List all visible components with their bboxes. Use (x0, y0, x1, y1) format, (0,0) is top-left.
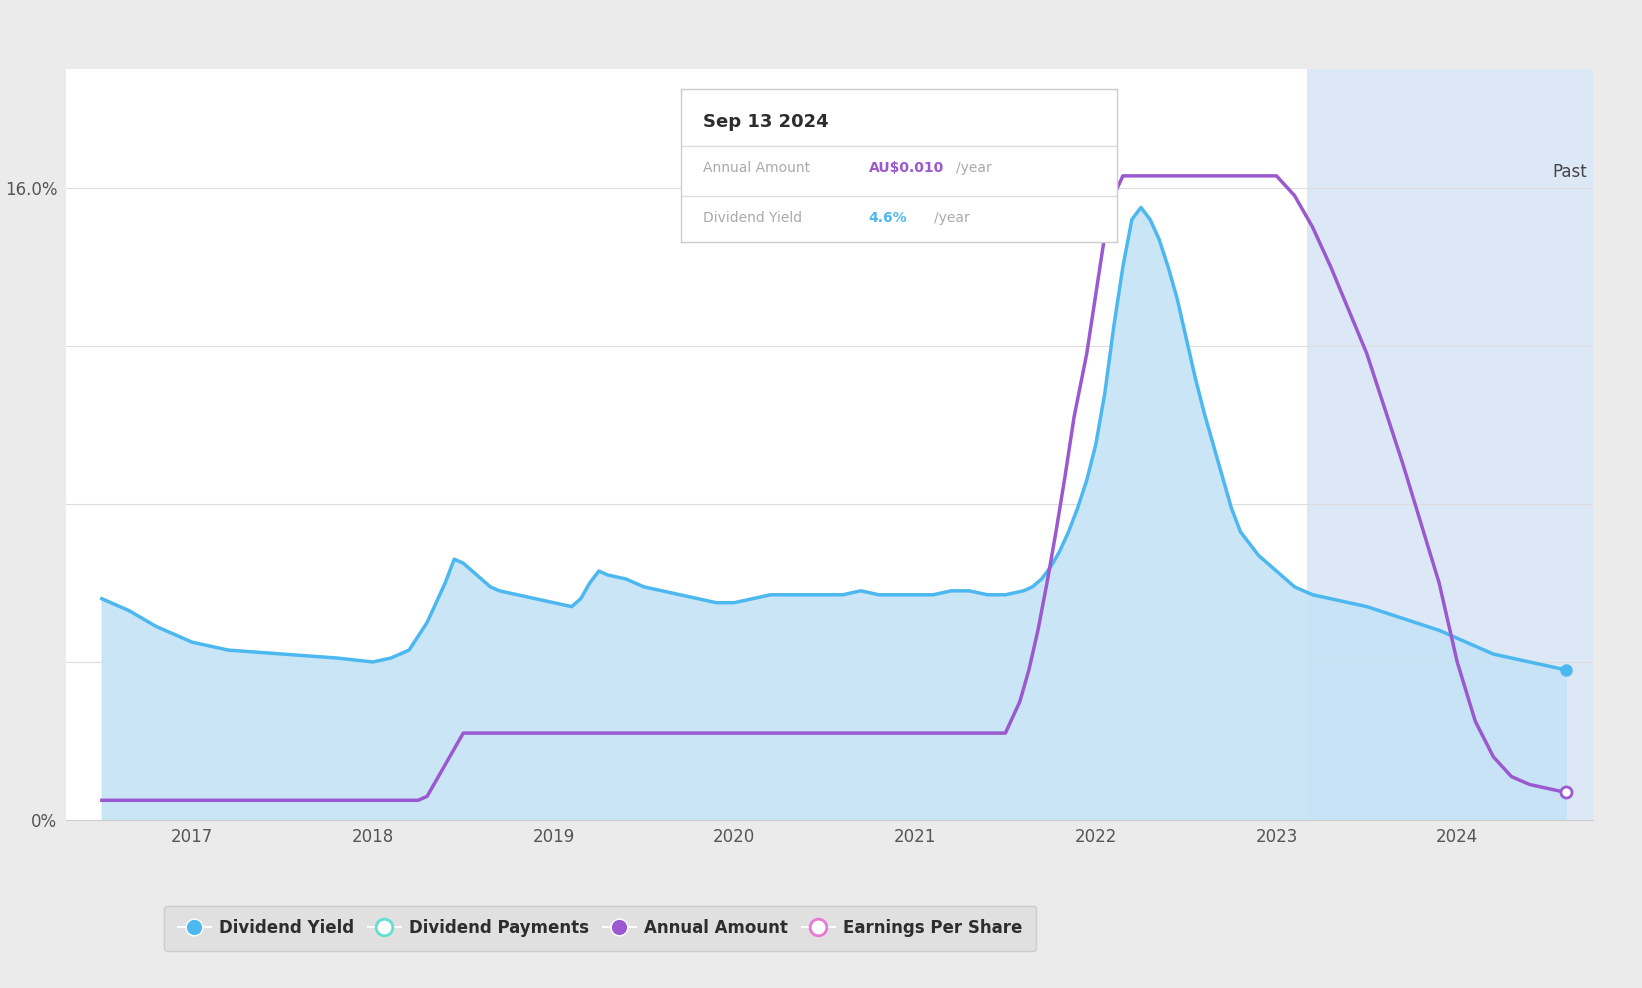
Text: Dividend Yield: Dividend Yield (703, 211, 803, 225)
Legend: Dividend Yield, Dividend Payments, Annual Amount, Earnings Per Share: Dividend Yield, Dividend Payments, Annua… (164, 906, 1036, 950)
Text: 4.6%: 4.6% (869, 211, 906, 225)
Bar (1307, 69, 1593, 820)
Text: /year: /year (934, 211, 969, 225)
Text: /year: /year (956, 161, 992, 175)
Text: Annual Amount: Annual Amount (703, 161, 810, 175)
Text: Sep 13 2024: Sep 13 2024 (703, 114, 829, 131)
Bar (66, 69, 1307, 820)
Text: AU$0.010: AU$0.010 (869, 161, 944, 175)
Text: Past: Past (1553, 163, 1588, 181)
